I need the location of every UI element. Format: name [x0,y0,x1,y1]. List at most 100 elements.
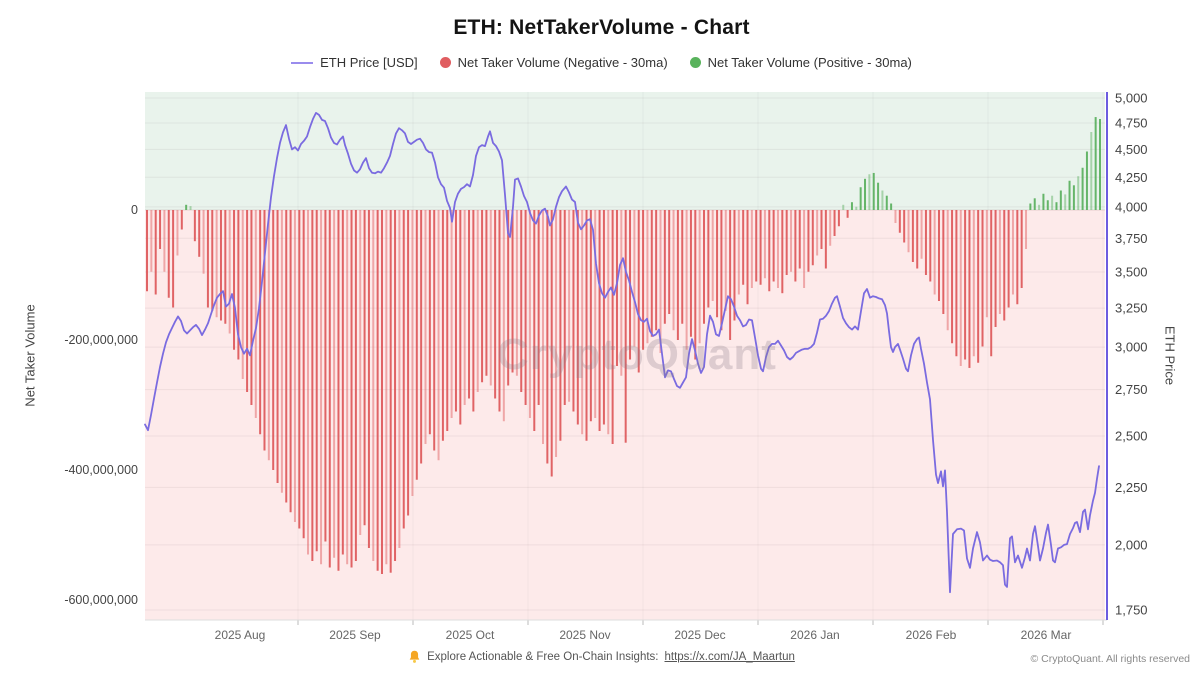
volume-bar [977,210,980,363]
price-tick-label: 4,000 [1115,199,1148,214]
volume-bar [224,210,227,324]
volume-bar [350,210,353,568]
volume-bar [394,210,397,561]
volume-bar [885,195,888,210]
volume-bar [385,210,388,565]
volume-bar [877,182,880,210]
volume-bar [233,210,236,350]
volume-bar [346,210,349,565]
volume-bar [146,210,148,292]
volume-bar [585,210,588,441]
volume-bar [367,210,370,548]
volume-bar [311,210,314,561]
x-axis-label: 2025 Aug [215,628,266,642]
volume-bar [981,210,984,347]
volume-bar [637,210,640,373]
volume-bar [903,210,906,243]
page-title: ETH: NetTakerVolume - Chart [453,16,750,39]
chart-legend: ETH Price [USD] Net Taker Volume (Negati… [0,55,1203,70]
volume-bar [411,210,414,496]
volume-bar [598,210,601,431]
volume-bar [1051,195,1054,210]
volume-bar [524,210,527,405]
volume-bar [689,210,692,337]
volume-bar [1007,210,1010,308]
volume-bar [755,210,758,282]
price-tick-label: 3,250 [1115,301,1148,316]
volume-bar [998,210,1001,314]
volume-bar [611,210,614,444]
volume-bar [685,210,688,350]
volume-bar [642,210,645,350]
volume-bar [537,210,540,405]
footer-link[interactable]: https://x.com/JA_Maartun [664,651,795,663]
line-swatch-icon [291,61,314,64]
volume-bar [911,210,914,262]
volume-bar [1064,194,1067,210]
volume-bar [280,210,283,493]
volume-bar [920,210,923,259]
volume-bar [633,210,636,347]
volume-bar [507,210,510,386]
volume-bar [407,210,410,516]
volume-bar [946,210,949,331]
volume-bar [676,210,679,340]
volume-bar [276,210,279,483]
volume-bar [219,210,222,321]
volume-bar [363,210,366,526]
volume-bar [1016,210,1019,305]
volume-bar [433,210,436,451]
price-tick-label: 4,500 [1115,142,1148,157]
volume-bar [398,210,401,548]
volume-bar [742,210,745,285]
legend-item-negative-volume[interactable]: Net Taker Volume (Negative - 30ma) [439,55,668,70]
volume-bar [990,210,993,357]
volume-bar [424,210,427,444]
price-tick-label: 3,500 [1115,264,1148,279]
volume-bar [837,210,840,227]
volume-bar [663,210,666,324]
volume-bar [372,210,375,561]
volume-bar [650,210,653,337]
volume-bar [472,210,475,412]
volume-bar [1085,151,1088,210]
price-tick-label: 2,500 [1115,429,1148,444]
volume-bar [646,210,649,344]
volume-bar [468,210,471,399]
volume-bar [167,210,170,298]
x-axis-label: 2026 Feb [906,628,957,642]
price-tick-label: 3,750 [1115,231,1148,246]
volume-bar [150,210,153,272]
volume-bar [285,210,288,503]
volume-bar [1077,176,1080,210]
volume-bar [868,174,871,210]
volume-bar [790,210,793,272]
volume-bar [933,210,936,295]
legend-item-positive-volume[interactable]: Net Taker Volume (Positive - 30ma) [689,55,912,70]
volume-bar [546,210,549,464]
volume-bar [533,210,536,431]
volume-bar [672,210,675,331]
volume-tick-label: -400,000,000 [64,463,138,477]
volume-bar [259,210,262,435]
volume-bar [824,210,827,269]
volume-bar [415,210,418,480]
volume-bar [428,210,431,435]
volume-bar [746,210,749,305]
volume-bar [711,210,714,301]
volume-bar [855,206,858,210]
volume-bar [1046,200,1049,210]
volume-bar [272,210,275,470]
volume-bar [341,210,344,555]
volume-bar [898,210,901,233]
volume-bar [659,210,662,353]
price-tick-label: 4,250 [1115,170,1148,185]
legend-item-eth-price[interactable]: ETH Price [USD] [291,55,418,70]
volume-bar [720,210,723,331]
volume-bar [159,210,162,249]
volume-bar [1068,180,1071,210]
volume-bar [724,210,727,311]
volume-bar [951,210,954,344]
price-tick-label: 2,000 [1115,537,1148,552]
